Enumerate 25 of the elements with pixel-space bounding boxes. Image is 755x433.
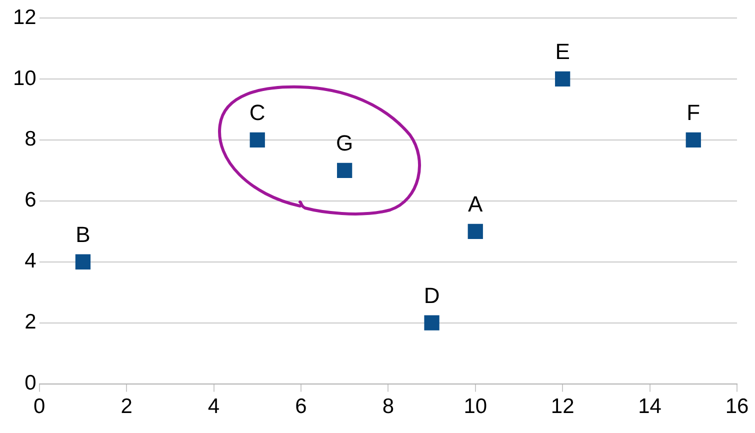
x-tick-label: 8	[382, 395, 394, 418]
x-tick-label: 2	[120, 395, 132, 418]
annotation: B	[76, 222, 90, 247]
annotation: D	[424, 282, 440, 308]
point	[75, 254, 91, 270]
y-tick-label: 0	[24, 372, 36, 395]
y-tick-label: 8	[24, 128, 36, 151]
y-tick-label: 2	[24, 310, 36, 334]
x-tick-label: 6	[295, 395, 307, 418]
x-tick-label: 16	[725, 395, 749, 418]
x-tick-label: 12	[550, 395, 574, 418]
y-tick-label: 4	[24, 250, 37, 273]
y-tick-label: 12	[13, 6, 36, 29]
point	[424, 315, 440, 330]
annotation: F	[686, 100, 700, 125]
point	[686, 132, 701, 148]
annotation: E	[555, 39, 570, 64]
y-tick-label: 10	[13, 66, 36, 90]
y-tick-label: 6	[24, 188, 36, 212]
x-tick-label: 10	[464, 395, 488, 418]
point	[555, 71, 570, 87]
annotation: A	[468, 191, 484, 216]
x-tick-label: 4	[208, 395, 220, 418]
point	[468, 224, 483, 239]
x-tick-label: 14	[638, 395, 662, 418]
